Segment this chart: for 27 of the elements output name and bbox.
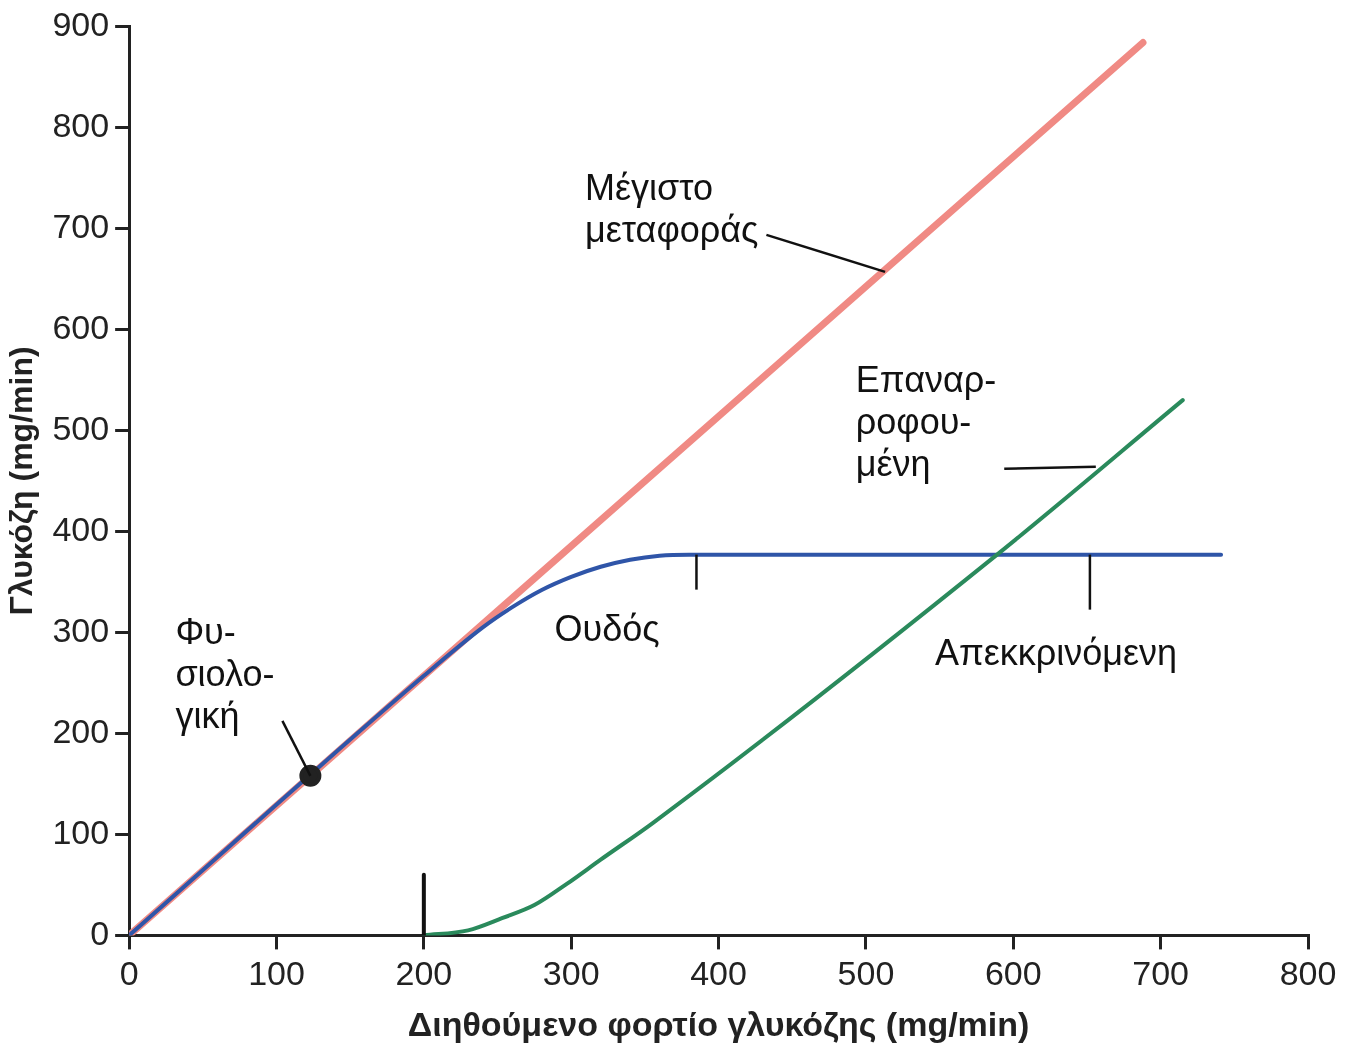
x-axis-title: Διηθούμενο φορτίο γλυκόζης (mg/min) [407, 1004, 1030, 1043]
line-series [129, 552, 1224, 936]
x-tick-label: 0 [119, 954, 139, 993]
y-tick-label: 600 [52, 307, 110, 346]
annotation: Ουδός [554, 607, 660, 649]
y-tick-label: 200 [52, 711, 110, 750]
x-tick-label: 500 [837, 954, 895, 993]
x-tick-label: 400 [690, 954, 747, 993]
y-tick-label: 800 [52, 105, 110, 144]
y-tick-label: 700 [52, 206, 110, 245]
annotation: Μέγιστο μεταφοράς [585, 166, 759, 250]
x-tick-label: 800 [1279, 954, 1337, 993]
y-tick-label: 400 [52, 509, 110, 548]
y-tick-label: 500 [52, 408, 110, 447]
y-tick-label: 900 [52, 4, 110, 43]
x-tick-label: 700 [1132, 954, 1190, 993]
annotation: Απεκκρινόμενη [934, 631, 1178, 673]
x-tick-label: 200 [395, 954, 453, 993]
x-tick-label: 100 [248, 954, 305, 993]
x-tick-label: 600 [984, 954, 1042, 993]
y-tick-label: 100 [52, 812, 110, 851]
y-tick-label: 300 [52, 610, 110, 649]
annotation: Επαναρ- ροφου- μένη [855, 358, 997, 484]
y-axis-title: Γλυκόζη (mg/min) [3, 346, 40, 616]
y-tick-label: 0 [90, 913, 110, 952]
annotation: Φυ- σιολο- γική [175, 610, 275, 736]
x-tick-label: 300 [542, 954, 600, 993]
